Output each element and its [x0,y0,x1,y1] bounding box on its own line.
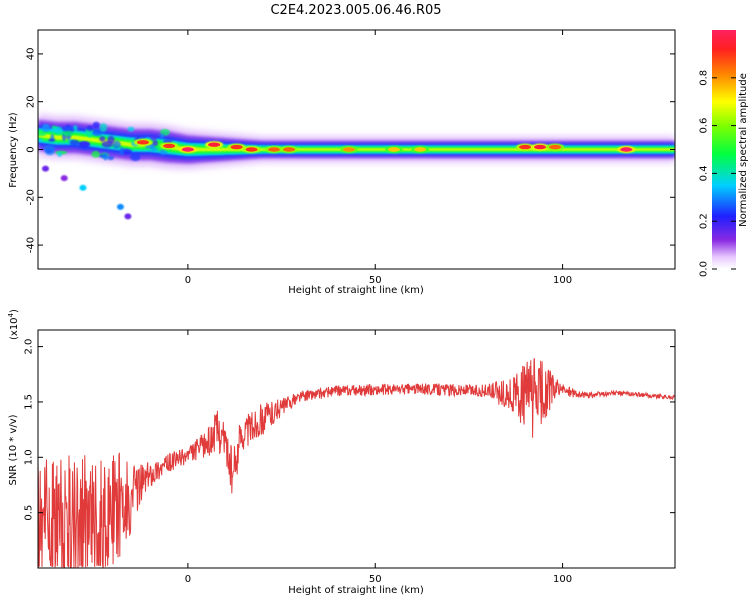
spectrogram-hotspot [414,147,427,152]
spectrogram-noise-blob [159,134,165,139]
spectrogram-noise-blob [69,139,80,146]
spectrogram-noise-blob [160,128,170,136]
spectrogram-side-feature [116,203,124,210]
snr-ytick-label: 0.5 [24,505,35,521]
spectrogram-ytick-label: 0 [26,146,37,152]
spectrogram-hotspot [387,147,400,152]
spectrogram-noise-blob [78,141,91,149]
spectrogram-noise-blob [86,125,94,132]
snr-xtick-label: 50 [369,574,382,585]
spectrogram-heatmap [38,113,675,220]
colorbar-tick-label: 0.8 [699,70,710,86]
spectrogram-noise-blob [91,150,100,158]
spectrogram-side-feature [60,175,68,182]
spectrogram-xtick-label: 0 [185,275,191,286]
spectrogram-hotspot [208,142,221,147]
spectrogram-noise-blob [159,149,168,155]
colorbar-tick-label: 0.4 [699,165,710,181]
spectrogram-noise-blob [38,132,47,137]
spectrogram-ytick-label: 20 [26,95,37,108]
spectrogram-noise-blob [150,134,158,141]
spectrogram-noise-blob [102,153,109,161]
snr-ticks: 0 50 100 0.5 1.0 1.5 2.0 [24,330,675,585]
spectrogram-hotspot [230,144,243,150]
spectrogram-hotspot [163,143,176,149]
spectrogram-noise-blob [43,144,56,153]
spectrogram-noise-blob [57,151,62,157]
spectrogram-hotspot [245,147,258,152]
spectrogram-hotspot [181,147,194,152]
snr-ytick-label: 1.5 [24,394,35,410]
spectrogram-noise-blob [152,140,158,146]
spectrogram-ytick-label: -20 [26,189,37,205]
spectrogram-ticks: 0 50 100 -40 -20 0 20 40 [26,30,675,286]
snr-frame [37,329,676,569]
snr-xtick-label: 0 [185,574,191,585]
spectrogram-hotspot [519,144,532,150]
spectrogram-side-feature [79,184,87,191]
spectrogram-noise-blob [130,152,141,162]
snr-panel: 0 50 100 0.5 1.0 1.5 2.0 SNR (10 * v/v) (x104)… [7,309,676,596]
spectrogram-noise-blob [92,121,101,129]
spectrogram-hotspot [534,144,547,150]
colorbar-tick-label: 0.0 [699,261,710,277]
colorbar-tick-label: 0.6 [699,118,710,134]
spectrogram-noise-blob [73,125,78,132]
figure-title: C2E4.2023.005.06.46.R05 [270,3,441,18]
spectrogram-hotspot [268,147,281,152]
spectrogram-noise-blob [41,123,51,133]
spectrogram-yellow-ridge [38,133,675,152]
spectrogram-xlabel: Height of straight line (km) [288,285,424,296]
spectrogram-xtick-label: 100 [553,275,572,286]
spectrogram-noise-blob [49,127,62,133]
spectrogram-xtick-label: 50 [369,275,382,286]
spectrogram-noise-blob [48,138,56,142]
colorbar-gradient [712,30,736,269]
snr-xtick-label: 100 [553,574,572,585]
spectrogram-panel: 0 50 100 -40 -20 0 20 40 Frequency (Hz) Height … [8,29,676,296]
snr-ytick-label: 1.0 [24,449,35,465]
spectrogram-noise-blob [99,123,108,132]
spectrogram-noise-blob [119,147,125,156]
spectrogram-noise-blob [107,155,115,161]
spectrogram-side-feature [41,165,49,172]
colorbar-label: Normalized spectral amplitude [738,73,749,227]
colorbar: 0.0 0.2 0.4 0.6 0.8 Normalized spectral ampl… [699,30,749,277]
spectrogram-ytick-label: 40 [26,48,37,61]
snr-ylabel: SNR (10 * v/v) [8,414,19,485]
spectrogram-ylabel: Frequency (Hz) [8,112,19,188]
spectrogram-hotspot [549,144,562,150]
spectrogram-hotspot [283,147,296,152]
spectrogram-hotspot [136,140,149,145]
spectrogram-noise-blob [91,128,103,136]
snr-ytick-label: 2.0 [24,339,35,355]
spectrogram-hotspot [343,147,356,152]
spectrogram-noise-blob [38,138,43,142]
spectrogram-noise-blob [127,126,135,132]
snr-series-line [38,358,675,568]
spectrogram-noise-blob [112,140,121,149]
spectrogram-noise-blob [99,136,106,142]
spectrogram-hotspot [620,147,633,152]
spectrogram-side-feature [124,213,132,220]
snr-plot-area [38,330,675,568]
colorbar-tick-label: 0.2 [699,213,710,229]
spectrogram-noise-blob [107,135,115,144]
spectrogram-ytick-label: -40 [26,237,37,253]
snr-exponent-label: (x104) [7,309,20,340]
spectrogram-noise-blob [62,130,74,136]
colorbar-ticks: 0.0 0.2 0.4 0.6 0.8 [699,70,736,277]
snr-xlabel: Height of straight line (km) [288,585,424,596]
